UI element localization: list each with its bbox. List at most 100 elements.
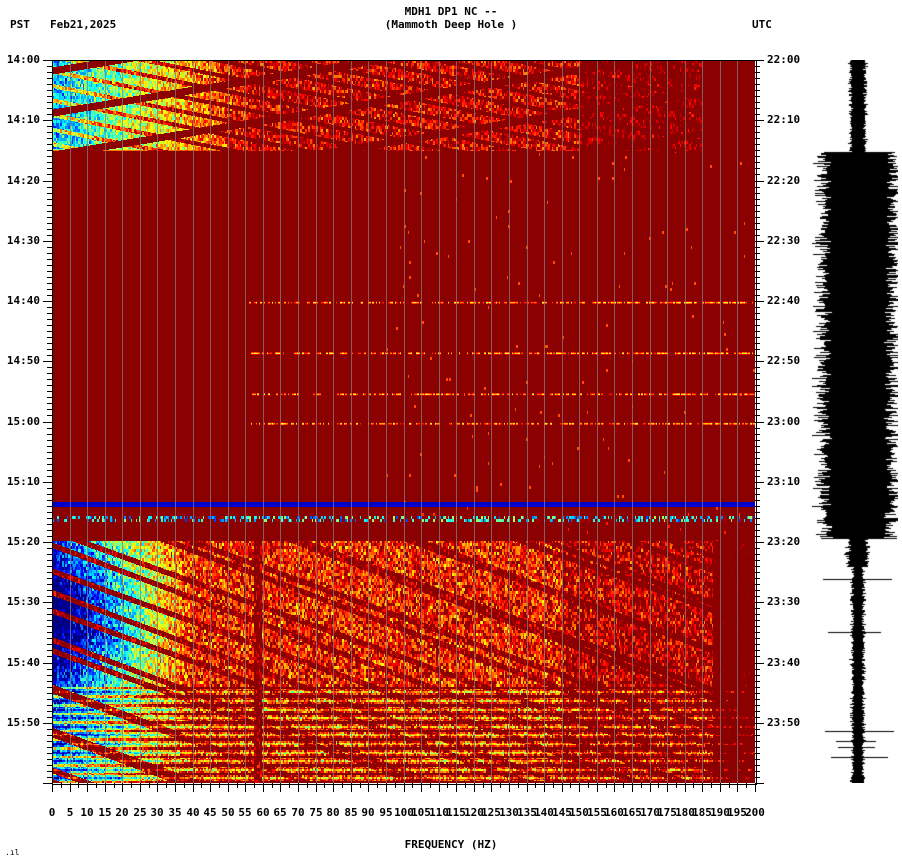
y-label-left-14:50: 14:50 (6, 354, 40, 368)
x-label-185: 185 (692, 806, 712, 819)
y-tick-right (755, 464, 760, 465)
x-tick (140, 783, 141, 792)
x-tick (184, 783, 185, 788)
x-tick (298, 783, 299, 792)
x-label-15: 15 (98, 806, 112, 819)
y-label-right-22:10: 22:10 (767, 113, 801, 127)
y-tick-right (755, 253, 760, 254)
y-tick-right (755, 560, 760, 561)
x-tick (509, 783, 510, 792)
x-tick (456, 783, 457, 792)
y-tick-right (755, 144, 760, 145)
y-tick-right (755, 114, 760, 115)
spectrogram-plot[interactable] (52, 60, 755, 783)
x-tick (553, 783, 554, 788)
x-label-145: 145 (552, 806, 572, 819)
y-tick-right (755, 626, 760, 627)
y-tick-right (755, 301, 764, 302)
x-tick (360, 783, 361, 788)
y-tick-right (755, 415, 760, 416)
y-tick-right (755, 283, 760, 284)
x-tick (491, 783, 492, 792)
x-label-115: 115 (446, 806, 466, 819)
x-tick (676, 783, 677, 788)
x-tick (439, 783, 440, 792)
x-label-175: 175 (657, 806, 677, 819)
y-tick-right (755, 193, 760, 194)
y-tick-right (755, 385, 760, 386)
y-tick-right (755, 265, 760, 266)
x-tick (685, 783, 686, 792)
x-label-200: 200 (745, 806, 765, 819)
y-tick-left (43, 60, 52, 61)
y-label-left-14:10: 14:10 (6, 113, 40, 127)
y-tick-right (755, 289, 760, 290)
y-tick-right (755, 271, 760, 272)
y-tick-right (755, 181, 764, 182)
x-label-75: 75 (309, 806, 323, 819)
y-tick-right (755, 174, 760, 175)
y-tick-right (755, 500, 760, 501)
x-tick (465, 783, 466, 788)
x-tick (175, 783, 176, 792)
y-tick-right (755, 488, 760, 489)
y-tick-right (755, 548, 760, 549)
x-tick (122, 783, 123, 792)
x-tick (263, 783, 264, 792)
x-tick (78, 783, 79, 788)
y-tick-left (43, 120, 52, 121)
y-tick-right (755, 524, 760, 525)
y-tick-right (755, 409, 760, 410)
x-tick (755, 783, 756, 792)
x-label-85: 85 (344, 806, 358, 819)
y-tick-right (755, 542, 764, 543)
x-tick (518, 783, 519, 788)
x-tick (333, 783, 334, 792)
y-tick-right (755, 771, 760, 772)
y-tick-right (755, 753, 760, 754)
x-label-170: 170 (640, 806, 660, 819)
y-tick-left (43, 783, 52, 784)
y-tick-right (755, 650, 760, 651)
x-tick (650, 783, 651, 792)
y-tick-right (755, 590, 760, 591)
x-tick (157, 783, 158, 792)
y-tick-right (755, 566, 760, 567)
y-tick-left (43, 301, 52, 302)
x-label-160: 160 (604, 806, 624, 819)
y-label-right-22:00: 22:00 (767, 53, 801, 66)
y-tick-right (755, 162, 760, 163)
y-tick-right (755, 729, 760, 730)
y-tick-right (755, 373, 760, 374)
y-tick-right (755, 156, 760, 157)
y-tick-right (755, 602, 764, 603)
y-tick-right (755, 741, 760, 742)
y-tick-right (755, 96, 760, 97)
y-tick-right (755, 168, 760, 169)
x-label-20: 20 (115, 806, 129, 819)
y-label-right-22:40: 22:40 (767, 294, 801, 307)
x-tick (404, 783, 405, 792)
y-tick-right (755, 60, 764, 61)
y-tick-right (755, 663, 764, 664)
x-tick (70, 783, 71, 792)
x-tick (386, 783, 387, 792)
x-label-180: 180 (675, 806, 695, 819)
x-label-50: 50 (221, 806, 235, 819)
y-tick-right (755, 108, 760, 109)
y-label-right-22:30: 22:30 (767, 233, 801, 247)
y-tick-right (755, 295, 760, 296)
y-tick-right (755, 397, 760, 398)
y-tick-right (755, 132, 760, 133)
y-tick-right (755, 452, 760, 453)
y-tick-right (755, 355, 760, 356)
y-tick-right (755, 554, 760, 555)
y-tick-right (755, 687, 760, 688)
waveform-trace-panel[interactable] (812, 60, 898, 783)
x-label-140: 140 (534, 806, 554, 819)
x-tick (52, 783, 53, 792)
x-tick (87, 783, 88, 792)
y-tick-right (755, 638, 760, 639)
x-label-195: 195 (727, 806, 747, 819)
x-label-125: 125 (481, 806, 501, 819)
